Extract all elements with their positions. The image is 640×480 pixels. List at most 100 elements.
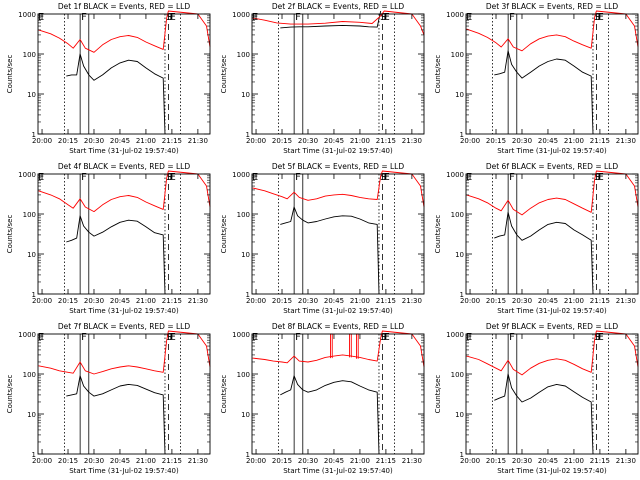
marker-label: F [295, 332, 301, 343]
y-axis-label: Counts/sec [434, 375, 442, 414]
y-axis-label: Counts/sec [6, 375, 14, 414]
x-axis-label: Start Time (31-Jul-02 19:57:40) [69, 307, 179, 315]
series-events [66, 375, 166, 455]
y-tick-label: 100 [23, 371, 36, 379]
y-tick-label: 1 [460, 131, 464, 139]
series-events [280, 375, 380, 455]
x-tick-label: 20:15 [272, 137, 292, 145]
y-tick-label: 1 [32, 131, 36, 139]
marker-label: E [169, 12, 175, 23]
x-tick-label: 20:00 [246, 457, 266, 465]
marker-label: S [380, 332, 386, 343]
x-tick-label: 20:30 [298, 137, 318, 145]
y-tick-label: 1 [460, 291, 464, 299]
x-tick-label: 21:30 [616, 457, 636, 465]
panel-title: Det 6f BLACK = Events, RED = LLD [486, 162, 619, 171]
x-tick-label: 21:30 [402, 297, 422, 305]
x-tick-label: 21:00 [350, 457, 370, 465]
y-tick-label: 10 [455, 91, 464, 99]
panel-7f: Det 7f BLACK = Events, RED = LLD Start Ti… [6, 322, 211, 475]
x-tick-label: 20:15 [58, 457, 78, 465]
marker-label: E [169, 172, 175, 183]
y-tick-label: 1000 [18, 331, 36, 339]
x-tick-label: 21:30 [402, 137, 422, 145]
marker-label: S [380, 12, 386, 23]
y-tick-label: 1 [246, 451, 250, 459]
series-events [494, 373, 594, 455]
panel-6f: Det 6f BLACK = Events, RED = LLD Start Ti… [434, 162, 639, 315]
x-tick-label: 21:30 [616, 137, 636, 145]
y-axis-label: Counts/sec [434, 215, 442, 254]
panel-4f: Det 4f BLACK = Events, RED = LLD Start Ti… [6, 162, 211, 315]
y-tick-label: 100 [23, 211, 36, 219]
x-tick-label: 21:15 [162, 137, 182, 145]
y-tick-label: 10 [27, 91, 36, 99]
y-tick-label: 1000 [18, 171, 36, 179]
y-tick-label: 100 [237, 211, 250, 219]
x-tick-label: 20:15 [272, 457, 292, 465]
marker-label: F [295, 12, 301, 23]
y-tick-label: 1000 [446, 171, 464, 179]
marker-label: E [466, 332, 472, 343]
y-axis-label: Counts/sec [220, 375, 228, 414]
series-lld [38, 10, 211, 53]
series-lld [252, 170, 425, 208]
marker-label: S [380, 172, 386, 183]
x-tick-label: 20:00 [32, 297, 52, 305]
series-events [280, 206, 380, 295]
marker-label: E [38, 172, 44, 183]
marker-label: S [166, 12, 172, 23]
y-tick-label: 100 [451, 51, 464, 59]
x-tick-label: 20:15 [486, 457, 506, 465]
x-axis-label: Start Time (31-Jul-02 19:57:40) [69, 147, 179, 155]
plot-frame [251, 13, 425, 135]
x-tick-label: 20:15 [58, 137, 78, 145]
marker-label: E [252, 172, 258, 183]
series-events [280, 10, 382, 29]
x-axis-label: Start Time (31-Jul-02 19:57:40) [283, 307, 393, 315]
y-tick-label: 100 [23, 51, 36, 59]
series-events [494, 50, 594, 135]
y-tick-label: 1 [460, 451, 464, 459]
x-tick-label: 21:30 [188, 137, 208, 145]
x-tick-label: 20:45 [110, 457, 130, 465]
panel-1f: Det 1f BLACK = Events, RED = LLD Start Ti… [6, 2, 211, 155]
y-tick-label: 1 [32, 291, 36, 299]
x-tick-label: 21:15 [590, 137, 610, 145]
series-lld [38, 170, 211, 213]
x-tick-label: 20:45 [110, 297, 130, 305]
x-tick-label: 21:00 [136, 457, 156, 465]
x-axis-label: Start Time (31-Jul-02 19:57:40) [283, 467, 393, 475]
marker-label: E [466, 12, 472, 23]
y-tick-label: 100 [237, 371, 250, 379]
x-tick-label: 21:00 [136, 137, 156, 145]
x-axis-label: Start Time (31-Jul-02 19:57:40) [69, 467, 179, 475]
x-tick-label: 20:00 [32, 457, 52, 465]
y-axis-label: Counts/sec [434, 55, 442, 94]
x-tick-label: 20:45 [110, 137, 130, 145]
y-tick-label: 100 [451, 371, 464, 379]
x-tick-label: 21:00 [564, 297, 584, 305]
y-tick-label: 10 [27, 411, 36, 419]
x-tick-label: 20:00 [460, 297, 480, 305]
x-tick-label: 21:00 [350, 297, 370, 305]
x-tick-label: 21:15 [376, 297, 396, 305]
series-lld [252, 330, 425, 368]
marker-label: E [38, 12, 44, 23]
panel-title: Det 1f BLACK = Events, RED = LLD [58, 2, 191, 11]
panel-5f: Det 5f BLACK = Events, RED = LLD Start Ti… [220, 162, 425, 315]
x-tick-label: 21:15 [590, 457, 610, 465]
x-tick-label: 20:45 [538, 297, 558, 305]
panel-title: Det 5f BLACK = Events, RED = LLD [272, 162, 405, 171]
panel-title: Det 9f BLACK = Events, RED = LLD [486, 322, 619, 331]
series-events [66, 53, 166, 135]
marker-label: F [509, 172, 515, 183]
panel-8f: Det 8f BLACK = Events, RED = LLD Start Ti… [220, 322, 425, 475]
x-tick-label: 21:15 [590, 297, 610, 305]
marker-label: E [169, 332, 175, 343]
x-tick-label: 20:15 [272, 297, 292, 305]
x-tick-label: 21:00 [564, 457, 584, 465]
y-tick-label: 1000 [232, 331, 250, 339]
marker-label: E [383, 332, 389, 343]
x-tick-label: 20:30 [512, 297, 532, 305]
